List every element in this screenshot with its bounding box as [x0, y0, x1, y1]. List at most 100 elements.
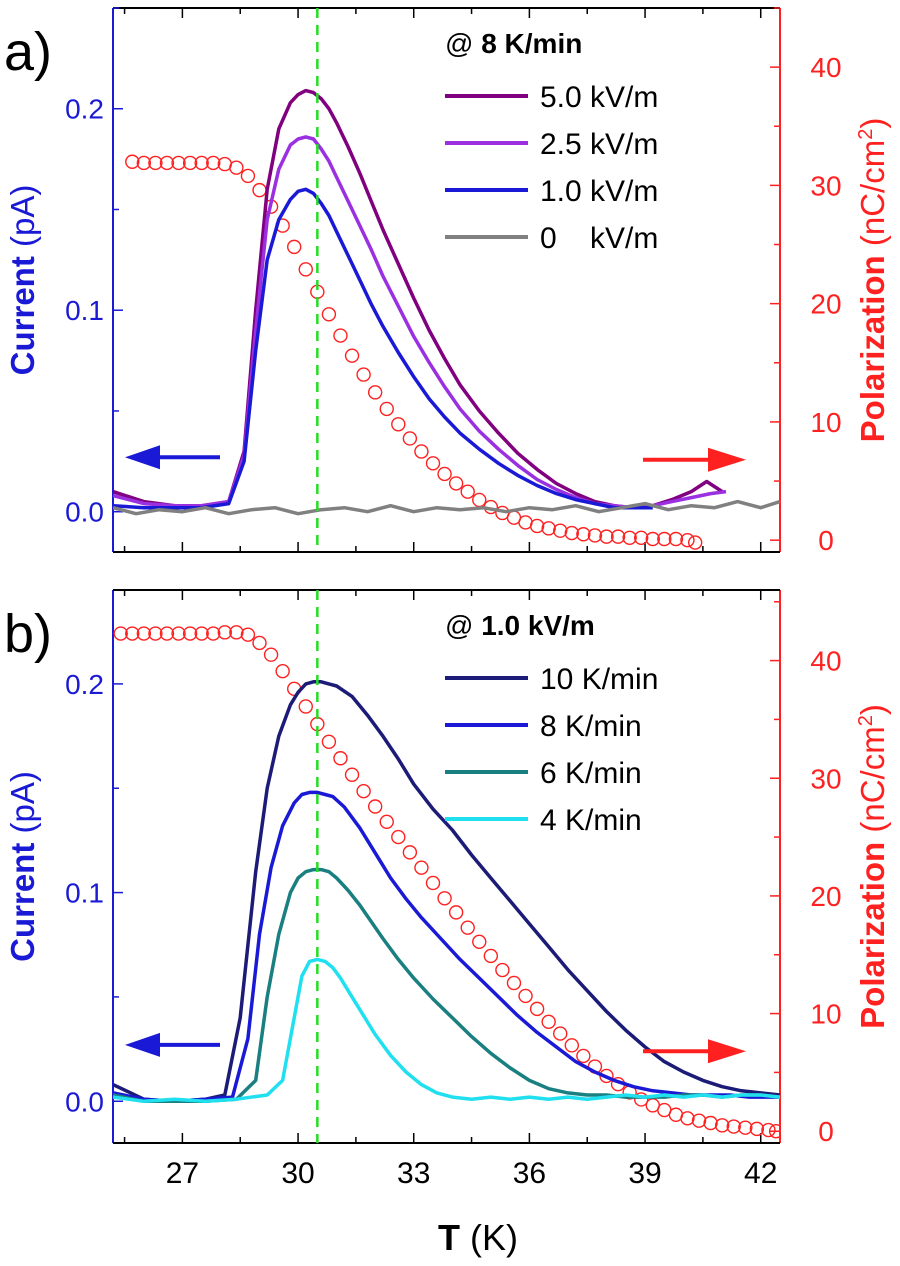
polarization-point: [425, 456, 441, 471]
x-tick-label: 33: [397, 1157, 430, 1190]
y-left-title-bold: Current: [4, 256, 41, 375]
polarization-point: [194, 155, 209, 171]
plot-area: [113, 88, 780, 550]
polarization-point: [136, 626, 152, 641]
y-right-title-bold: Polarization: [854, 255, 891, 442]
polarization-point: [761, 1122, 776, 1138]
y-right-title-sup: 2: [855, 715, 877, 726]
legend-label: 2.5 kV/m: [540, 128, 658, 161]
polarization-point: [287, 239, 302, 255]
polarization-point: [529, 518, 545, 534]
polarization-point: [680, 1111, 695, 1126]
panel-label: b): [4, 604, 52, 664]
polarization-point: [379, 814, 394, 829]
y-right-tick-label: 0: [818, 525, 834, 556]
right-arrow-head: [708, 1039, 746, 1064]
legend-label: 6 K/min: [540, 757, 642, 790]
y-left-tick-label: 0.2: [65, 669, 104, 700]
polarization-point: [622, 530, 637, 546]
polarization-point: [113, 626, 128, 641]
y-right-tick-label: 10: [810, 999, 841, 1030]
panel-a: 0.0 0.1 0.2 0 10 20 30 40 Current (pA) Polarizati…: [4, 7, 891, 556]
polarization-point: [529, 1001, 545, 1017]
polarization-point: [634, 530, 649, 546]
series-line-1.0-kV-m: [113, 187, 653, 510]
polarization-point: [391, 417, 406, 432]
polarization-point: [217, 625, 233, 640]
y-right-tick-label: 40: [810, 646, 841, 677]
x-tick-label: 36: [513, 1157, 546, 1190]
legend-label: 8 K/min: [540, 710, 642, 743]
polarization-point: [148, 626, 163, 641]
legend-label: 1.0 kV/m: [540, 175, 658, 208]
polarization-point: [726, 1119, 741, 1134]
legend-title-prefix: @: [445, 28, 481, 59]
y-right-title-bold: Polarization: [854, 842, 891, 1029]
right-arrow-head: [708, 447, 746, 472]
polarization-point: [333, 751, 348, 766]
x-tick-label: 27: [166, 1157, 199, 1190]
y-right-tick-label: 20: [810, 289, 841, 320]
polarization-point: [576, 1048, 591, 1064]
legend-title: @ 1.0 kV/m: [445, 610, 595, 641]
left-arrow-head: [125, 1032, 160, 1057]
polarization-point: [125, 154, 140, 169]
polarization-point: [356, 367, 371, 382]
polarization-point: [691, 1113, 707, 1128]
polarization-point: [460, 484, 475, 499]
polarization-point: [448, 476, 464, 491]
y-right-title-unit: (nC/cm: [854, 726, 891, 842]
series-line-10-K-min: [113, 680, 780, 1104]
polarization-point: [229, 625, 244, 640]
left-arrow-head: [125, 445, 160, 470]
legend-title: @ 8 K/min: [445, 28, 582, 59]
y-left-tick-label: 0.1: [65, 878, 104, 909]
polarization-point: [263, 647, 279, 662]
y-left-axis-title: Current (pA): [4, 771, 41, 962]
polarization-point: [687, 535, 703, 550]
polarization-point: [367, 799, 383, 814]
polarization-point: [768, 1124, 780, 1139]
polarization-point: [518, 988, 533, 1004]
y-left-tick-label: 0.1: [65, 295, 104, 326]
y-right-tick-label: 30: [810, 763, 841, 794]
legend-title-bold: 1.0 kV/m: [481, 610, 595, 641]
polarization-point: [541, 521, 556, 536]
polarization-point: [425, 875, 441, 891]
polarization-point: [298, 262, 313, 277]
polarization-point: [240, 627, 256, 642]
polarization-point: [564, 525, 580, 541]
y-left-tick-label: 0.0: [65, 497, 104, 528]
polarization-point: [240, 168, 256, 184]
polarization-point: [448, 905, 464, 920]
polarization-point: [553, 523, 568, 538]
series-line-4-K-min: [113, 957, 780, 1104]
polarization-point: [634, 1092, 649, 1107]
polarization-point: [657, 531, 672, 547]
polarization-point: [252, 635, 267, 651]
polarization-point: [367, 385, 383, 400]
polarization-point: [344, 348, 360, 363]
polarization-point: [610, 529, 626, 544]
polarization-point: [599, 529, 614, 544]
polarization-point: [182, 155, 198, 171]
polarization-point: [379, 401, 394, 417]
y-left-title-unit: (pA): [4, 771, 41, 843]
polarization-point: [321, 734, 337, 749]
polarization-point: [125, 626, 140, 641]
polarization-point: [159, 626, 175, 641]
y-right-tick-label: 20: [810, 881, 841, 912]
polarization-point: [159, 155, 175, 171]
polarization-point: [680, 532, 695, 548]
polarization-point: [344, 767, 360, 782]
polarization-point: [645, 531, 660, 547]
y-left-tick-label: 0.2: [65, 94, 104, 125]
legend: @ 1.0 kV/m 10 K/min 8 K/min 6 K/min 4 K/min: [445, 610, 658, 837]
polarization-point: [564, 1038, 580, 1053]
legend-label: 4 K/min: [540, 804, 642, 837]
polarization-point: [402, 431, 418, 446]
series-line-8-K-min: [113, 790, 780, 1104]
legend-title-prefix: @: [445, 610, 481, 641]
polarization-point: [714, 1118, 730, 1133]
